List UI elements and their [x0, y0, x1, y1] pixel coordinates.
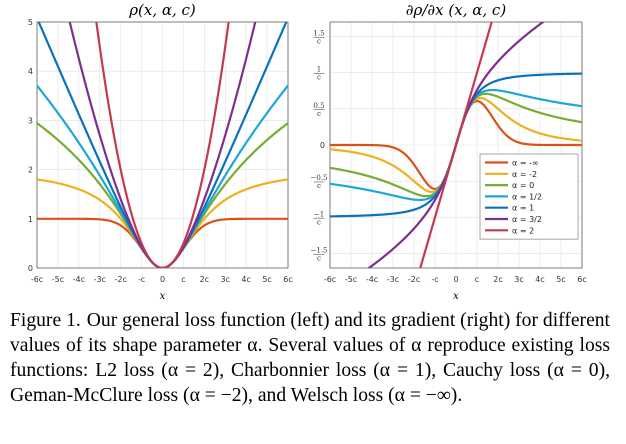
y-tick-label: 0: [320, 141, 325, 150]
series-group-left: [37, 22, 288, 268]
y-tick-label: 4: [28, 67, 33, 76]
series-line-4: [37, 22, 288, 268]
y-tick-label: 5: [28, 18, 33, 27]
legend-entry: α = 2: [512, 226, 534, 235]
x-tick-label: c: [475, 275, 479, 284]
y-tick-label: 0: [28, 264, 33, 273]
x-axis-label-right: x: [453, 291, 459, 300]
x-tick-label: 4c: [535, 275, 545, 284]
y-tick-label: c: [317, 182, 321, 190]
x-tick-label: c: [181, 275, 185, 284]
figure-caption: Figure 1. Our general loss function (left…: [10, 308, 610, 408]
series-line-3: [37, 84, 288, 268]
x-tick-label: -4c: [366, 275, 378, 284]
y-tick-label: c: [317, 74, 321, 82]
x-tick-label: 4c: [241, 275, 251, 284]
legend: α = -∞ α = -2 α = 0 α = 1/2 α = 1 α = 3/2 α = …: [479, 153, 579, 240]
x-tick-label: 5c: [262, 275, 272, 284]
x-tick-label: 6c: [283, 275, 293, 284]
x-tick-label: 3c: [221, 275, 231, 284]
legend-entry: α = -2: [512, 170, 537, 179]
x-tick-label: -2c: [114, 275, 126, 284]
y-tick-label: −1.5: [311, 247, 328, 255]
x-tick-label: -4c: [73, 275, 85, 284]
caption-label: Figure 1.: [10, 310, 81, 331]
x-tick-label: 2c: [493, 275, 503, 284]
x-tick-label: -2c: [408, 275, 420, 284]
plot-right: -6c -5c -4c -3c -2c -c 0 c 2c 3c 4c 5c 6c1.5c1c0.5c0…: [311, 1, 587, 300]
x-tick-label: -5c: [52, 275, 64, 284]
y-tick-label: 2: [28, 166, 33, 175]
x-axis-label-left: x: [160, 291, 166, 300]
y-tick-label: 1.5: [313, 29, 324, 37]
x-tick-label: -3c: [94, 275, 106, 284]
series-line-2: [37, 122, 288, 268]
legend-entry: α = 1: [512, 204, 534, 213]
x-tick-label: -c: [431, 275, 438, 284]
figure-plots: -6c -5c -4c -3c -2c -c 0 c 2c 3c 4c 5c 6c 0 1 2 3 4 5 ρ(x, …: [28, 1, 587, 300]
grid-left: [36, 21, 289, 269]
y-tick-label: 0.5: [313, 102, 324, 110]
series-line-6: [419, 22, 493, 268]
caption-text: Our general loss function (left) and its…: [10, 310, 611, 406]
y-tick-label: c: [317, 110, 321, 118]
y-tick-label: 1: [317, 66, 321, 74]
x-tick-label: -3c: [387, 275, 399, 284]
series-line-1: [37, 178, 288, 268]
series-line-5: [68, 22, 257, 268]
y-tick-label: 1: [28, 215, 33, 224]
x-tick-label: 0: [453, 275, 458, 284]
x-tick-label: -6c: [31, 275, 43, 284]
x-tick-label: 6c: [577, 275, 587, 284]
series-line-0: [37, 217, 288, 268]
y-tick-label: c: [317, 37, 321, 45]
x-tick-label: -5c: [345, 275, 357, 284]
x-tick-label: 2c: [200, 275, 210, 284]
x-tick-label: -6c: [324, 275, 336, 284]
x-tick-label: 0: [160, 275, 165, 284]
y-tick-label: c: [317, 218, 321, 226]
legend-entry: α = -∞: [512, 159, 539, 168]
y-tick-label: −1: [314, 210, 324, 218]
series-group-right: [330, 22, 582, 268]
x-tick-label: -c: [138, 275, 145, 284]
legend-entry: α = 0: [512, 181, 534, 190]
legend-entry: α = 1/2: [512, 192, 542, 201]
plot-title-right: ∂ρ/∂x (x, α, c): [406, 1, 507, 19]
y-tick-label: −0.5: [311, 174, 328, 182]
plot-title-left: ρ(x, α, c): [128, 1, 196, 19]
x-tick-label: 5c: [556, 275, 566, 284]
legend-entry: α = 3/2: [512, 215, 542, 224]
y-tick-label: 3: [28, 116, 33, 125]
plot-left: -6c -5c -4c -3c -2c -c 0 c 2c 3c 4c 5c 6c 0 1 2 3 4 5 ρ(x, …: [28, 1, 293, 300]
x-tick-label: 3c: [514, 275, 524, 284]
y-tick-label: c: [317, 255, 321, 263]
